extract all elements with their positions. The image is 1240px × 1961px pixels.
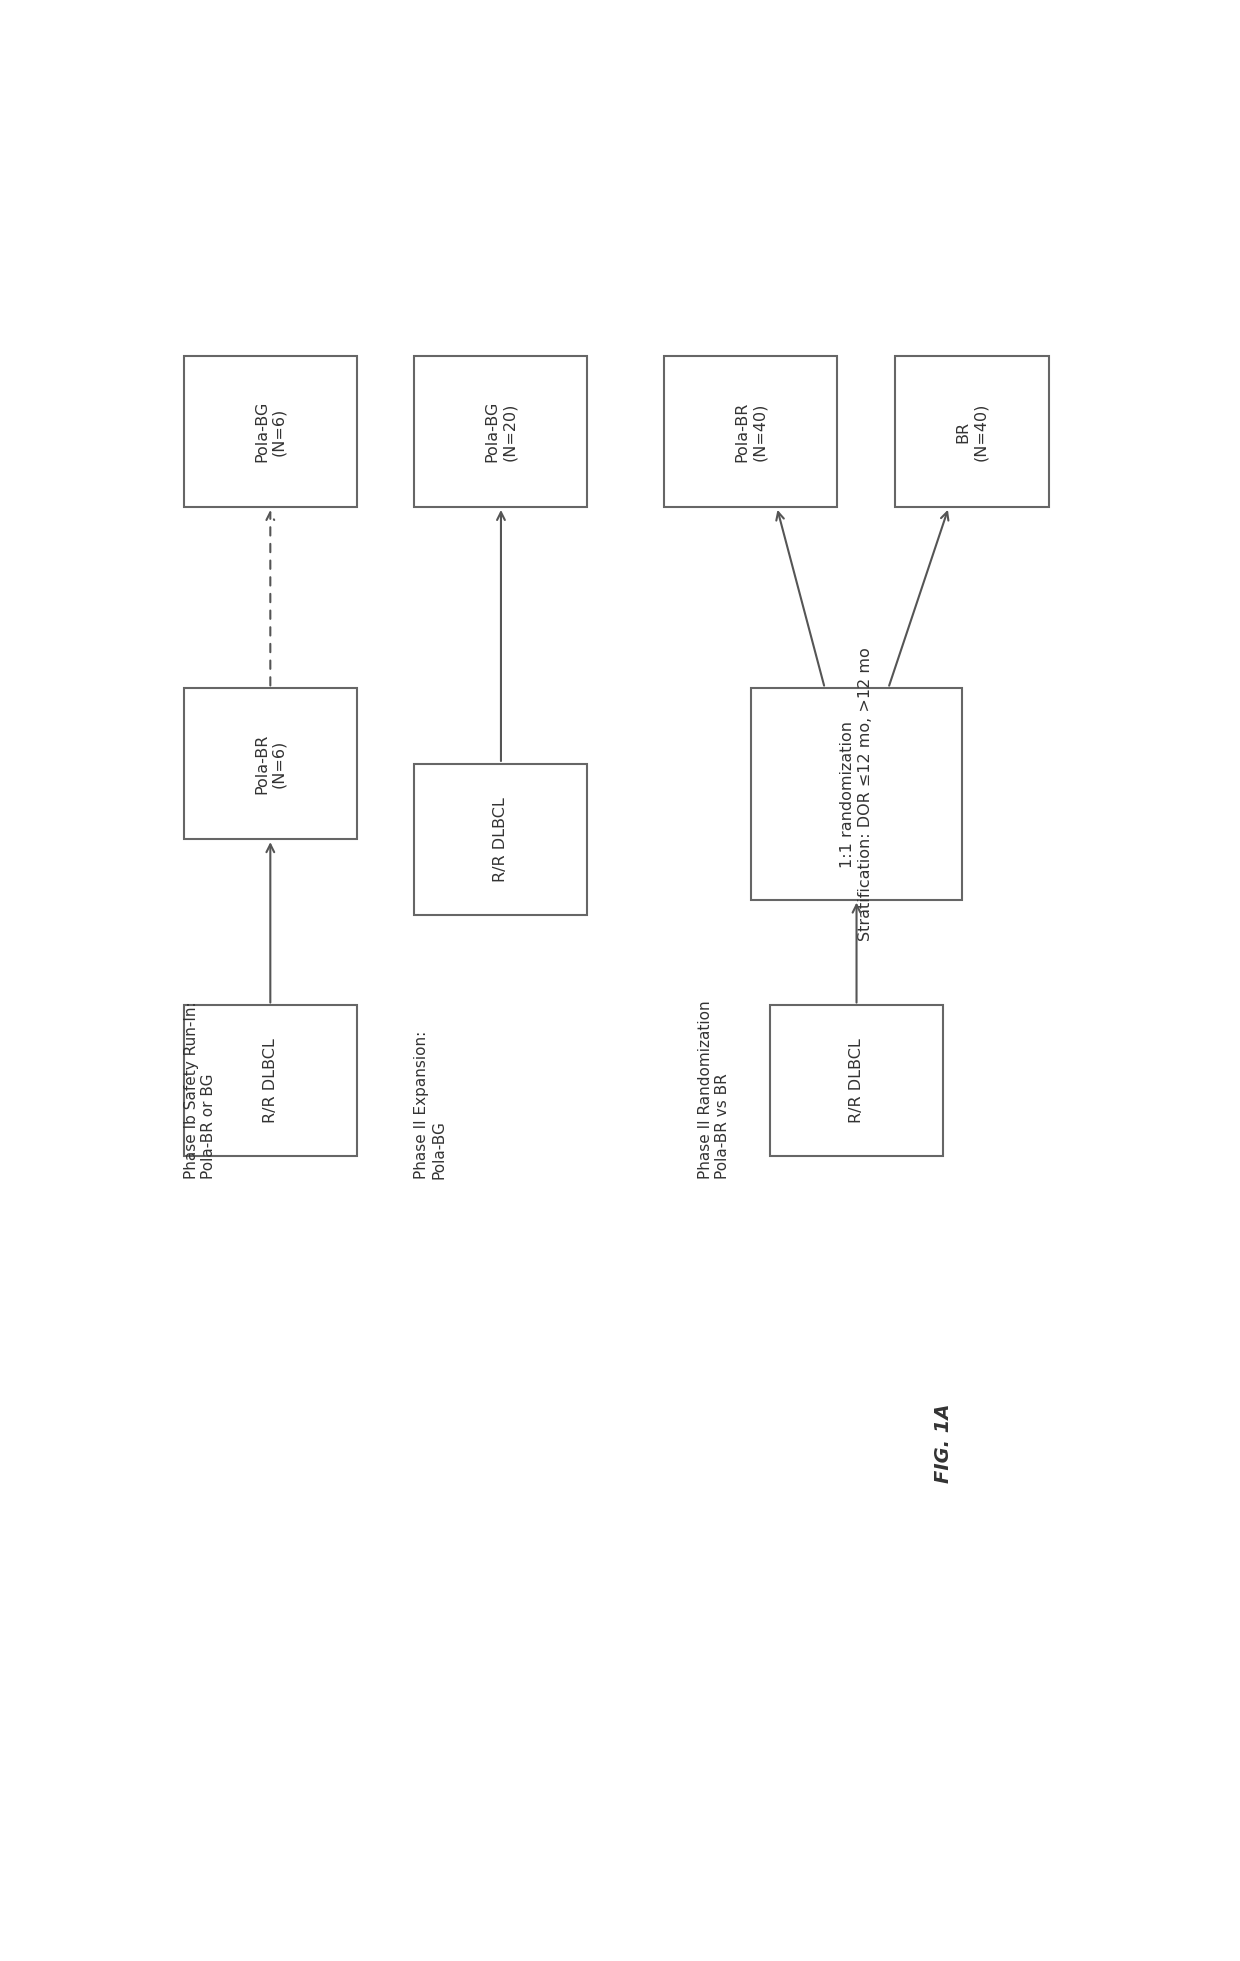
Text: Pola-BR
(N=40): Pola-BR (N=40) — [734, 402, 768, 461]
Text: Phase II Randomization
Pola-BR vs BR: Phase II Randomization Pola-BR vs BR — [698, 1000, 730, 1179]
FancyBboxPatch shape — [665, 357, 837, 508]
Text: Phase II Expansion:
Pola-BG: Phase II Expansion: Pola-BG — [414, 1031, 446, 1179]
Text: FIG. 1A: FIG. 1A — [934, 1404, 952, 1483]
FancyBboxPatch shape — [895, 357, 1049, 508]
FancyBboxPatch shape — [751, 688, 962, 900]
FancyBboxPatch shape — [414, 763, 588, 914]
Text: R/R DLBCL: R/R DLBCL — [494, 796, 508, 882]
Text: Pola-BG
(N=6): Pola-BG (N=6) — [254, 400, 286, 463]
Text: Pola-BR
(N=6): Pola-BR (N=6) — [254, 733, 286, 794]
Text: R/R DLBCL: R/R DLBCL — [849, 1039, 864, 1124]
FancyBboxPatch shape — [184, 357, 357, 508]
Text: BR
(N=40): BR (N=40) — [956, 402, 988, 461]
FancyBboxPatch shape — [770, 1006, 944, 1157]
Text: Pola-BG
(N=20): Pola-BG (N=20) — [485, 400, 517, 463]
Text: 1:1 randomization
Stratification: DOR ≤12 mo, >12 mo: 1:1 randomization Stratification: DOR ≤1… — [841, 647, 873, 941]
FancyBboxPatch shape — [184, 688, 357, 839]
Text: Phase Ib Safety Run-In:
Pola-BR or BG: Phase Ib Safety Run-In: Pola-BR or BG — [184, 1002, 216, 1179]
Text: R/R DLBCL: R/R DLBCL — [263, 1039, 278, 1124]
FancyBboxPatch shape — [414, 357, 588, 508]
FancyBboxPatch shape — [184, 1006, 357, 1157]
